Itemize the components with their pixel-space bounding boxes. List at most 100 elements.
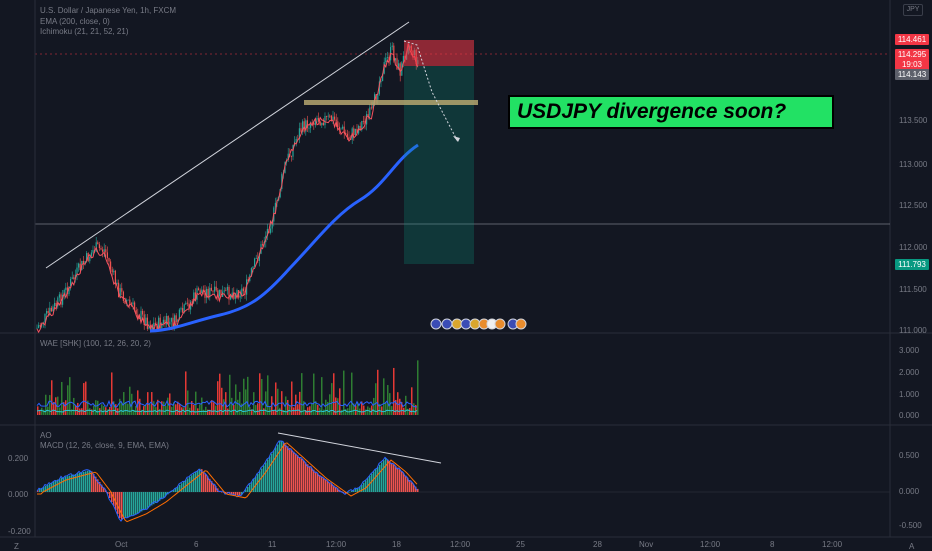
macd-bar bbox=[261, 468, 263, 492]
candle-body bbox=[318, 118, 320, 122]
candle-body bbox=[36, 327, 38, 329]
candle-body bbox=[58, 294, 60, 298]
candle-body bbox=[60, 294, 62, 305]
candle-body bbox=[329, 115, 331, 117]
resistance-level[interactable] bbox=[304, 100, 478, 105]
macd-divergence-line[interactable] bbox=[277, 432, 442, 464]
ichimoku-legend[interactable]: Ichimoku (21, 21, 52, 21) bbox=[40, 27, 129, 36]
wae-bar bbox=[57, 396, 59, 415]
wae-bar bbox=[69, 377, 71, 415]
macd-bar bbox=[207, 476, 209, 492]
macd-bar bbox=[367, 478, 369, 492]
wae-bar bbox=[73, 397, 75, 415]
candle-body bbox=[361, 120, 363, 131]
candle-body bbox=[90, 252, 92, 257]
timezone-button[interactable]: Z bbox=[14, 542, 19, 551]
wae-bar bbox=[411, 387, 413, 415]
macd-bar bbox=[309, 466, 311, 492]
candle-body bbox=[103, 249, 105, 252]
macd-bar bbox=[161, 492, 163, 500]
candle-body bbox=[281, 174, 283, 189]
candle-body bbox=[182, 308, 184, 313]
candle-body bbox=[388, 57, 390, 61]
macd-bar bbox=[141, 492, 143, 512]
wae-legend[interactable]: WAE [SHK] (100, 12, 26, 20, 2) bbox=[40, 339, 151, 348]
stop-loss-zone[interactable] bbox=[404, 40, 474, 66]
macd-bar bbox=[323, 478, 325, 492]
wae-bar bbox=[63, 402, 65, 415]
macd-legend[interactable]: MACD (12, 26, close, 9, EMA, EMA) bbox=[40, 441, 169, 450]
symbol-title[interactable]: U.S. Dollar / Japanese Yen, 1h, FXCM bbox=[40, 6, 177, 15]
candle-body bbox=[154, 322, 156, 324]
take-profit-zone[interactable] bbox=[404, 66, 474, 264]
candle-body bbox=[39, 325, 41, 327]
candle-body bbox=[193, 292, 195, 302]
macd-bar bbox=[343, 492, 345, 493]
candle-body bbox=[391, 45, 393, 48]
candle-body bbox=[274, 202, 276, 208]
rising-trendline[interactable] bbox=[45, 21, 410, 269]
candle-body bbox=[190, 301, 192, 310]
candle-body bbox=[113, 270, 115, 273]
macd-bar bbox=[359, 486, 361, 492]
macd-bar bbox=[177, 486, 179, 492]
candle-body bbox=[185, 302, 187, 305]
wae-bar bbox=[331, 383, 333, 415]
wae-bar bbox=[137, 390, 139, 415]
wae-bar bbox=[167, 397, 169, 415]
wae-bar bbox=[203, 409, 205, 415]
candle-body bbox=[121, 288, 123, 292]
wae-bar bbox=[141, 409, 143, 415]
wae-bar bbox=[83, 383, 85, 415]
wae-tick: 2.000 bbox=[899, 368, 920, 377]
wae-bar bbox=[297, 404, 299, 415]
auto-scale-button[interactable]: A bbox=[909, 542, 915, 551]
wae-bar bbox=[279, 407, 281, 415]
macd-bar bbox=[85, 471, 87, 492]
wae-bar bbox=[325, 399, 327, 415]
candle-body bbox=[106, 252, 108, 259]
candle-body bbox=[180, 308, 182, 310]
candle-body bbox=[271, 221, 273, 229]
candle-body bbox=[362, 120, 364, 122]
candle-body bbox=[177, 319, 179, 323]
macd-bar bbox=[131, 492, 133, 516]
candle-body bbox=[55, 302, 57, 307]
economic-events[interactable] bbox=[430, 318, 527, 330]
candle-body bbox=[308, 127, 310, 129]
candle-body bbox=[162, 319, 164, 324]
candle-body bbox=[300, 128, 302, 132]
annotation-callout[interactable]: USDJPY divergence soon? bbox=[508, 95, 834, 129]
wae-bar bbox=[407, 408, 409, 415]
last-price-label: 114.295 bbox=[895, 49, 929, 60]
wae-bar bbox=[139, 398, 141, 415]
macd-bar bbox=[329, 482, 331, 492]
macd-bar bbox=[103, 487, 105, 492]
candle-body bbox=[172, 317, 174, 328]
macd-bar bbox=[399, 469, 401, 492]
candle-body bbox=[287, 153, 289, 160]
candle-body bbox=[70, 279, 72, 287]
macd-bar bbox=[57, 479, 59, 492]
candle-body bbox=[114, 270, 116, 285]
wae-bar bbox=[39, 409, 41, 415]
ao-legend[interactable]: AO bbox=[40, 431, 52, 440]
candle-body bbox=[337, 121, 339, 127]
candle-body bbox=[394, 58, 396, 61]
macd-bar bbox=[253, 479, 255, 492]
candle-body bbox=[132, 302, 134, 305]
candle-body bbox=[204, 289, 206, 298]
ema-legend[interactable]: EMA (200, close, 0) bbox=[40, 17, 110, 26]
candle-body bbox=[305, 120, 307, 132]
macd-tick: 0.500 bbox=[899, 451, 920, 460]
candle-body bbox=[122, 291, 124, 301]
macd-bar bbox=[97, 479, 99, 492]
time-tick: 8 bbox=[770, 540, 775, 549]
macd-bar bbox=[313, 469, 315, 492]
macd-bar bbox=[379, 464, 381, 492]
candle-body bbox=[166, 316, 168, 325]
macd-bar bbox=[247, 486, 249, 492]
candle-body bbox=[188, 303, 190, 310]
currency-button[interactable]: JPY bbox=[903, 4, 923, 16]
